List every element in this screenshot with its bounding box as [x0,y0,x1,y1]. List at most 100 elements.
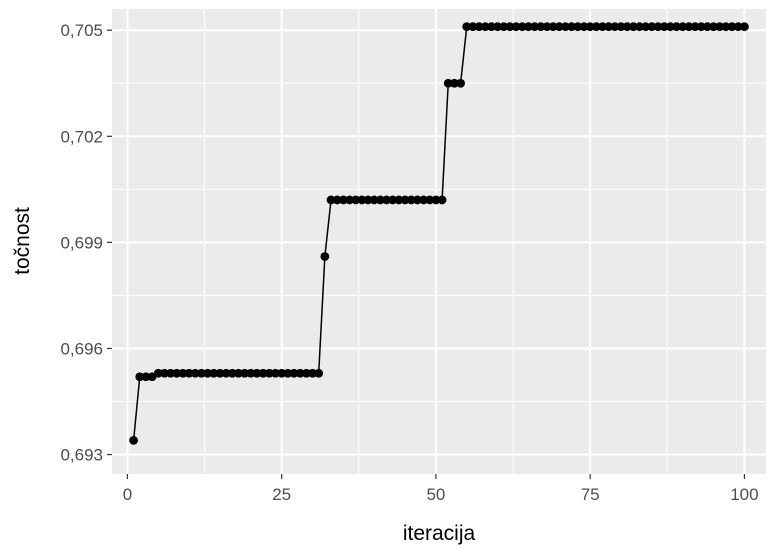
data-point [462,22,472,32]
data-point [542,22,552,32]
data-point [320,252,330,261]
data-point [406,195,416,205]
data-point [659,22,669,32]
data-point [215,368,225,378]
data-point [431,195,441,205]
data-point [301,368,311,378]
data-point [221,368,231,378]
data-point [172,368,182,378]
data-point [277,368,287,378]
data-point [252,368,262,378]
data-point [209,368,219,378]
data-point [240,368,250,378]
data-point [258,368,268,378]
data-point [487,22,496,32]
data-point [326,195,336,205]
data-point [178,368,188,378]
x-axis: 0 25 50 75 100 [123,474,759,504]
data-point [308,368,317,378]
data-point [283,368,293,378]
y-axis-title: točnost [11,207,34,275]
x-tick-label: 75 [581,485,600,504]
data-point [678,22,688,32]
data-point [598,22,607,32]
data-point [295,368,305,378]
data-point [493,22,503,32]
x-tick-label: 100 [730,485,758,504]
data-point [264,368,274,378]
data-point [388,195,398,205]
data-point [616,22,626,32]
data-point [690,22,700,32]
data-point [160,368,169,378]
data-point [400,195,410,205]
data-point [709,22,718,32]
series-layer [129,22,749,445]
data-point [517,22,527,32]
data-point [702,22,712,32]
data-point [641,22,651,32]
data-point [289,368,299,378]
data-point [579,22,589,32]
data-point [227,368,237,378]
data-point [573,22,583,32]
data-point [425,195,435,205]
data-point [135,372,145,382]
data-point [715,22,725,32]
data-point [647,22,657,32]
data-point [733,22,743,32]
data-point [684,22,694,32]
data-point [203,368,213,378]
y-tick-label: 0,693 [60,446,103,465]
data-point [740,22,749,32]
data-point [696,22,706,32]
data-point [635,22,644,32]
data-point [480,22,490,32]
data-point [234,368,243,378]
data-point [129,436,138,445]
data-point [591,22,601,32]
data-point [437,195,447,205]
data-point [394,195,404,205]
x-tick-label: 50 [426,485,445,504]
data-point [665,22,675,32]
y-tick-label: 0,702 [60,127,103,146]
data-point [141,372,151,382]
data-point [653,22,663,32]
data-point [450,78,459,88]
data-point [338,195,348,205]
data-point [727,22,737,32]
data-point [382,195,391,205]
data-point [375,195,385,205]
data-point [468,22,478,32]
data-point [505,22,515,32]
y-tick-label: 0,705 [60,21,103,40]
data-point [369,195,379,205]
data-point [271,368,280,378]
data-point [530,22,540,32]
data-point [604,22,614,32]
data-point [153,368,163,378]
data-point [197,368,206,378]
data-point [357,195,367,205]
data-point [721,22,731,32]
data-point [413,195,422,205]
data-point [628,22,638,32]
data-point [622,22,632,32]
data-point [443,78,453,88]
data-point [474,22,484,32]
data-point [610,22,620,32]
data-point [511,22,521,32]
data-point [554,22,564,32]
data-point [548,22,558,32]
data-point [419,195,428,205]
y-axis: 0,693 0,696 0,699 0,702 0,705 [60,21,112,465]
x-tick-label: 0 [123,485,132,504]
x-axis-title: iteracija [403,522,476,545]
data-point [524,22,533,32]
data-point [184,368,194,378]
data-point [314,368,324,378]
data-point [345,195,354,205]
major-grid [112,9,766,474]
